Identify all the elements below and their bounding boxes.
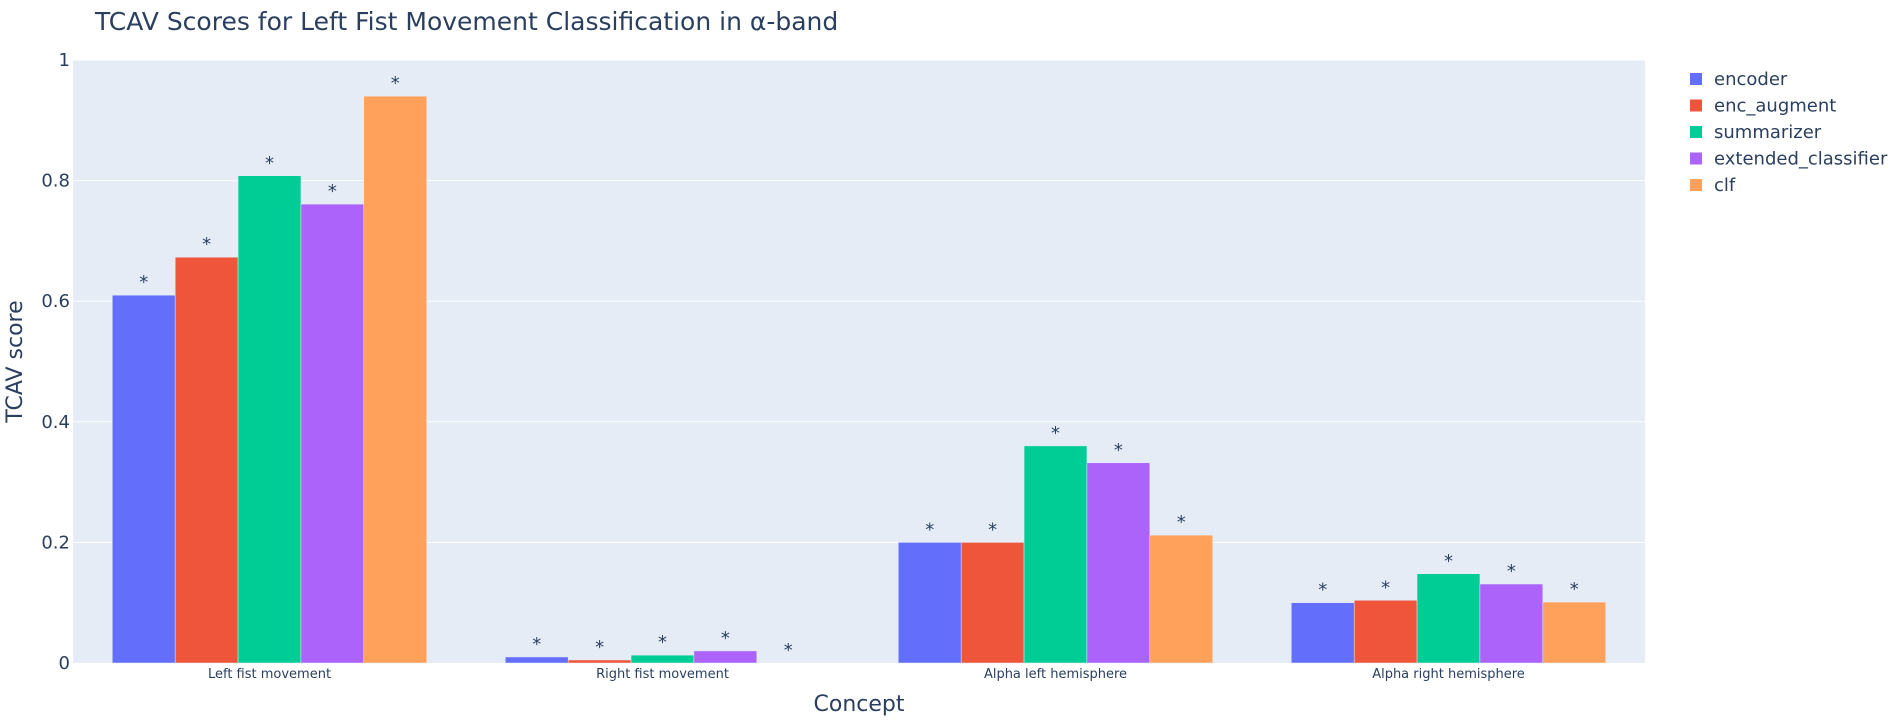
legend-swatch xyxy=(1690,73,1702,85)
bar-annotation: * xyxy=(595,637,604,658)
bar-annotation: * xyxy=(1318,580,1327,601)
bar xyxy=(1416,573,1481,664)
bar xyxy=(567,659,632,664)
bar xyxy=(1291,602,1355,664)
bar-annotations: * * * * * * * * * * * * * * * * * * * * xyxy=(139,73,1579,661)
y-tick-label: 0.2 xyxy=(41,532,70,553)
bar xyxy=(112,294,176,664)
bar xyxy=(1149,534,1213,664)
chart-title: TCAV Scores for Left Fist Movement Class… xyxy=(94,7,838,36)
legend[interactable]: encoder enc_augment summarizer extended_cla… xyxy=(1690,69,1888,196)
legend-label: enc_augment xyxy=(1714,96,1836,117)
bar-annotation: * xyxy=(1507,561,1516,582)
bar-annotation: * xyxy=(784,640,793,661)
bar xyxy=(505,656,569,664)
bar-annotation: * xyxy=(391,73,400,94)
bar xyxy=(1353,600,1418,664)
bar xyxy=(300,203,365,664)
legend-item-enc-augment[interactable]: enc_augment xyxy=(1690,96,1836,117)
x-tick-label: Left fist movement xyxy=(208,667,331,682)
legend-label: summarizer xyxy=(1714,122,1822,143)
legend-item-clf[interactable]: clf xyxy=(1690,175,1736,196)
bar xyxy=(363,95,427,664)
bar-annotation: * xyxy=(721,628,730,649)
bar-annotation: * xyxy=(925,519,934,540)
y-tick-label: 0.8 xyxy=(41,171,70,192)
x-tick-label: Alpha left hemisphere xyxy=(984,667,1127,682)
legend-swatch xyxy=(1690,179,1702,191)
bar xyxy=(1542,601,1606,664)
y-axis-label: TCAV score xyxy=(3,300,28,423)
bars xyxy=(112,95,1606,664)
bar-annotation: * xyxy=(139,272,148,293)
x-axis-ticks: Left fist movement Right fist movement Alp… xyxy=(208,667,1525,682)
bar xyxy=(1479,583,1544,664)
bar xyxy=(960,542,1025,664)
y-tick-label: 1 xyxy=(59,50,70,71)
bar xyxy=(693,650,758,664)
bar-annotation: * xyxy=(265,153,274,174)
legend-item-extended-classifier[interactable]: extended_classifier xyxy=(1690,149,1888,170)
y-axis-ticks: 0 0.2 0.4 0.6 0.8 1 xyxy=(41,50,70,674)
bar xyxy=(1086,462,1151,664)
bar-annotation: * xyxy=(202,234,211,255)
y-tick-label: 0.6 xyxy=(41,291,70,312)
bar-annotation: * xyxy=(532,634,541,655)
legend-label: extended_classifier xyxy=(1714,149,1888,170)
legend-swatch xyxy=(1690,99,1702,112)
bar xyxy=(1023,445,1088,664)
bar-annotation: * xyxy=(1444,551,1453,572)
bar xyxy=(174,256,239,664)
legend-item-summarizer[interactable]: summarizer xyxy=(1690,122,1822,143)
bar xyxy=(898,542,962,664)
y-tick-label: 0.4 xyxy=(41,412,70,433)
bar xyxy=(237,175,302,664)
bar-annotation: * xyxy=(988,519,997,540)
bar-annotation: * xyxy=(1570,579,1579,600)
legend-item-encoder[interactable]: encoder xyxy=(1690,69,1788,90)
x-tick-label: Right fist movement xyxy=(596,667,729,682)
legend-swatch xyxy=(1690,126,1702,138)
bar xyxy=(630,654,695,664)
bar-annotation: * xyxy=(1051,423,1060,444)
legend-label: clf xyxy=(1714,175,1736,196)
bar-annotation: * xyxy=(1381,577,1390,598)
x-axis-label: Concept xyxy=(814,692,905,717)
bar-annotation: * xyxy=(328,181,337,202)
bar-annotation: * xyxy=(1177,512,1186,533)
x-tick-label: Alpha right hemisphere xyxy=(1372,667,1525,682)
y-tick-label: 0 xyxy=(59,653,70,674)
bar-annotation: * xyxy=(658,632,667,653)
bar-annotation: * xyxy=(1114,440,1123,461)
legend-label: encoder xyxy=(1714,69,1788,90)
legend-swatch xyxy=(1690,152,1702,165)
